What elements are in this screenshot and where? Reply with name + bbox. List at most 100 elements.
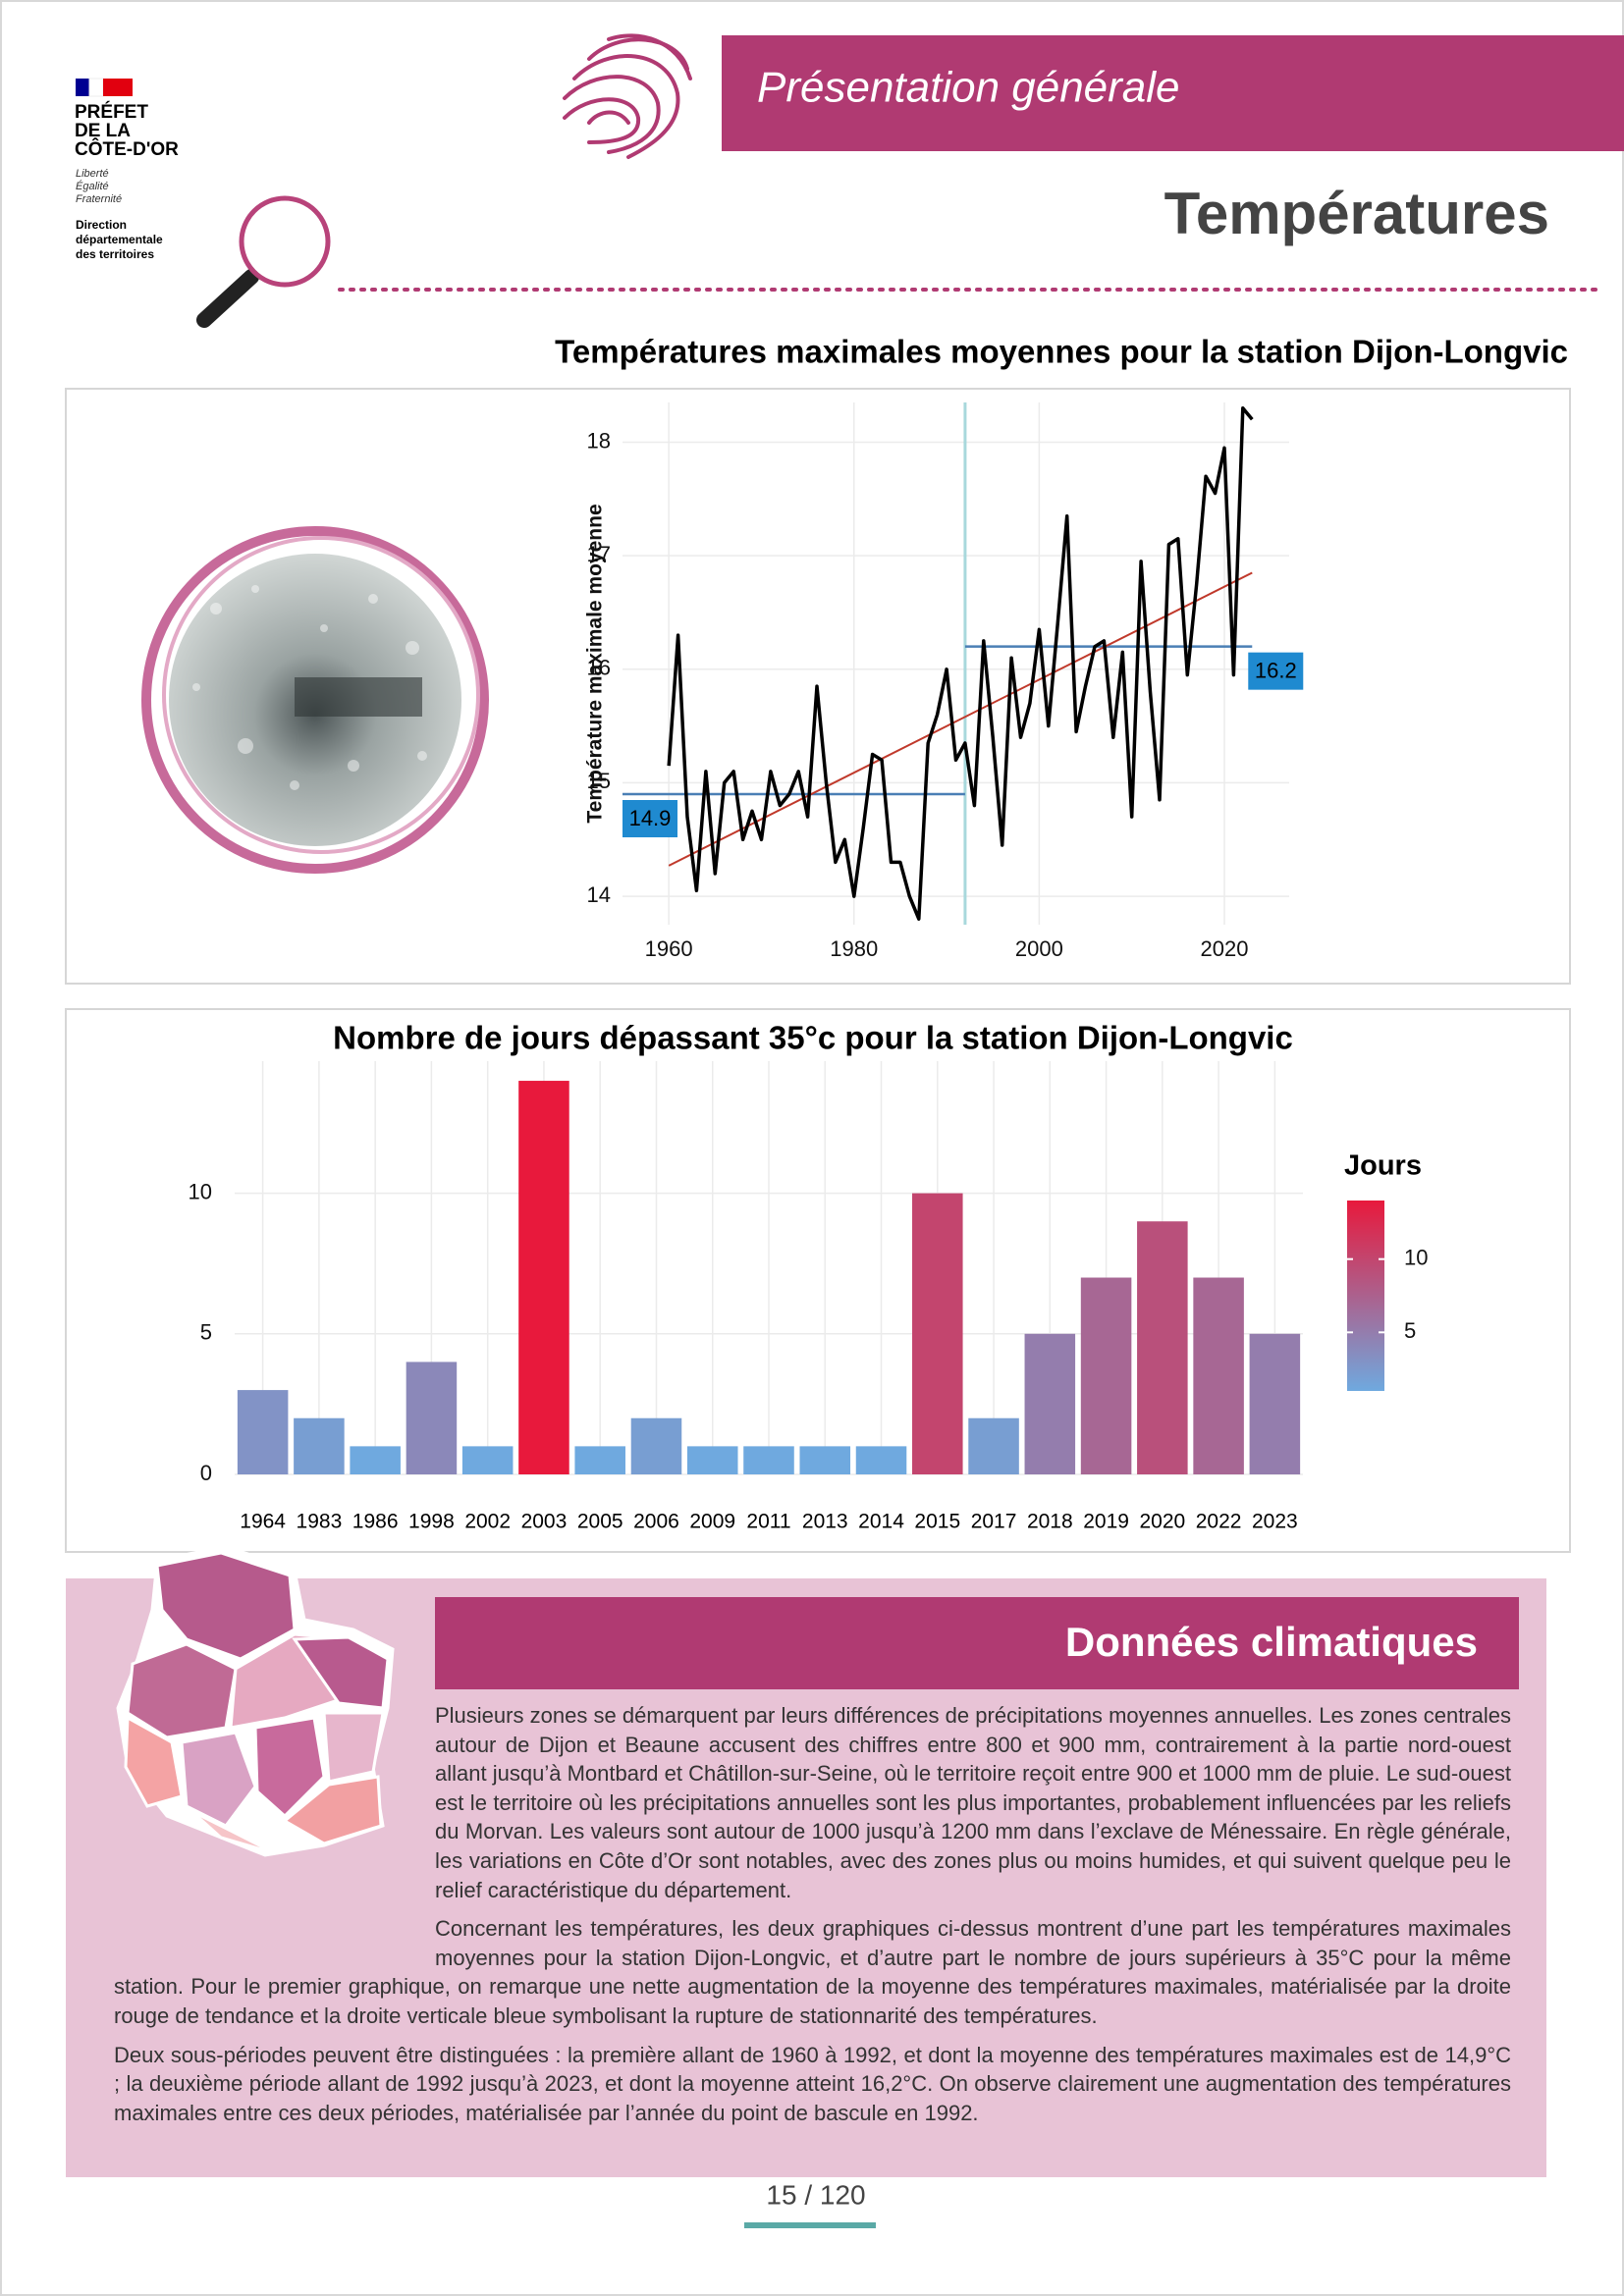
plot-area: [623, 402, 1289, 925]
magnifier-lens: [239, 195, 331, 288]
map-zone: [282, 1775, 383, 1845]
photo-ring: [162, 536, 480, 854]
x-tick-label: 1986: [352, 1511, 399, 1533]
drop: [406, 641, 419, 655]
x-tick-label: 2014: [858, 1511, 904, 1533]
map-zone: [189, 1809, 276, 1855]
drop: [348, 760, 359, 772]
bar: [799, 1446, 851, 1474]
bar: [855, 1446, 907, 1474]
map-zone: [126, 1642, 238, 1739]
paragraph: Deux sous-périodes peuvent être distingu…: [114, 2042, 1511, 2125]
flag-blue: [76, 79, 89, 96]
paragraph: Plusieurs zones se démarquent par leurs …: [435, 1703, 1511, 1902]
logo: PRÉFET DE LA CÔTE-D'OR Liberté Égalité F…: [75, 78, 179, 261]
bar: [1080, 1277, 1132, 1474]
swirl: [607, 33, 692, 80]
car-shape: [295, 677, 422, 717]
direction-line: des territoires: [76, 247, 154, 261]
section-title: Données climatiques: [1065, 1619, 1478, 1665]
logo-line: PRÉFET: [75, 101, 148, 123]
drop: [417, 751, 427, 761]
department-map: [116, 1544, 395, 1857]
drop: [368, 594, 378, 604]
bar: [968, 1417, 1019, 1474]
x-tick-label: 1998: [408, 1511, 455, 1533]
mean-label-box: [1248, 652, 1304, 690]
drop: [320, 624, 328, 632]
x-tick-label: 2003: [521, 1511, 568, 1533]
bar: [406, 1362, 458, 1474]
x-tick-label: 2018: [1027, 1511, 1073, 1533]
bar: [686, 1446, 738, 1474]
y-axis-label: Température maximale moyenne: [584, 504, 607, 823]
x-tick-label: 2020: [1139, 1511, 1185, 1533]
x-tick-label: 2017: [971, 1511, 1017, 1533]
swirl-icon: [563, 33, 692, 159]
bar: [294, 1417, 345, 1474]
colorbar-tick-label: 5: [1404, 1318, 1416, 1343]
flag-white: [88, 78, 104, 97]
y-tick-label: 0: [200, 1461, 212, 1485]
x-tick-label: 1960: [645, 936, 693, 961]
motto-line: Fraternité: [76, 193, 122, 205]
magnifier-icon: [196, 195, 331, 328]
raindrops: [192, 585, 427, 790]
swirl: [563, 75, 661, 154]
map-zone: [124, 1715, 184, 1808]
y-tick-label: 10: [189, 1179, 212, 1203]
page-title: Températures: [1164, 181, 1549, 246]
y-tick-label: 5: [200, 1320, 212, 1345]
bar: [574, 1446, 625, 1474]
x-tick-label: 2015: [914, 1511, 960, 1533]
banner: [722, 35, 1624, 151]
drop: [238, 738, 253, 754]
x-tick-label: 1980: [830, 936, 878, 961]
bar: [912, 1193, 963, 1474]
bar: [1024, 1333, 1076, 1474]
data-line: [667, 406, 1254, 921]
mean-label: 16.2: [1255, 658, 1297, 682]
photo-ring: [141, 526, 489, 874]
section-header: [435, 1597, 1519, 1689]
x-tick-label: 2006: [633, 1511, 679, 1533]
y-tick-label: 18: [587, 428, 611, 453]
bar: [518, 1081, 569, 1474]
bar: [461, 1446, 514, 1474]
x-tick-label: 2011: [746, 1511, 790, 1533]
swirl: [587, 110, 630, 125]
x-tick-label: 2020: [1201, 936, 1249, 961]
drop: [192, 683, 200, 691]
bar: [1249, 1333, 1301, 1474]
x-tick-label: 2023: [1252, 1511, 1298, 1533]
bar: [743, 1446, 794, 1474]
map-zone: [292, 1635, 390, 1710]
bar: [630, 1417, 682, 1474]
drop: [251, 585, 259, 593]
map-zone: [322, 1711, 385, 1784]
x-tick-label: 1964: [240, 1511, 286, 1533]
drop: [210, 603, 222, 614]
bar: [237, 1390, 289, 1474]
bar: [350, 1446, 401, 1474]
y-tick-label: 17: [587, 542, 611, 566]
legend-title: Jours: [1344, 1150, 1422, 1182]
y-tick-label: 14: [587, 882, 611, 907]
motto-line: Égalité: [76, 180, 109, 192]
direction-line: départementale: [76, 233, 163, 246]
map-zone: [253, 1716, 326, 1819]
chart-title: Températures maximales moyennes pour la …: [555, 334, 1568, 370]
x-tick-label: 2000: [1015, 936, 1063, 961]
banner-title: Présentation générale: [757, 64, 1180, 112]
section-text: Plusieurs zones se démarquent par leurs …: [114, 1701, 1511, 2137]
bar: [1193, 1277, 1244, 1474]
photo: [141, 526, 489, 874]
magnifier-handle: [196, 269, 259, 328]
page-number: 15 / 120: [766, 2179, 865, 2210]
logo-line: CÔTE-D'OR: [75, 138, 179, 160]
y-tick-label: 15: [587, 769, 611, 793]
chart-title: Nombre de jours dépassant 35°c pour la s…: [333, 1020, 1293, 1056]
